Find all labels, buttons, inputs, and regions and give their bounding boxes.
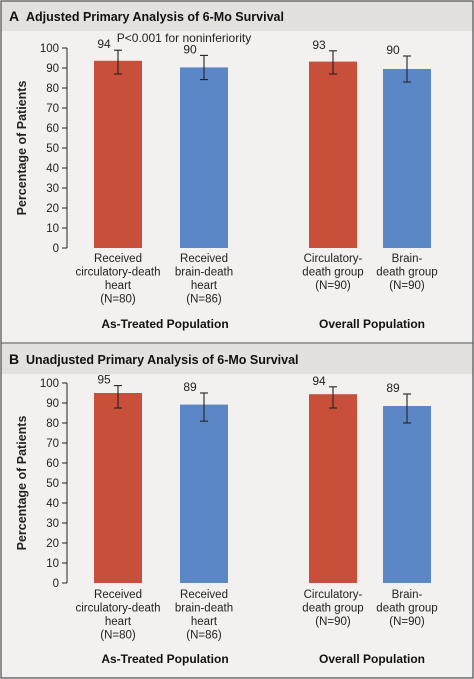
y-tick-label: 30 bbox=[46, 183, 59, 195]
y-axis-label: Percentage of Patients bbox=[15, 416, 29, 551]
y-tick-label: 100 bbox=[40, 43, 59, 55]
x-category-label: circulatory-death bbox=[75, 603, 160, 615]
bar-value-label: 89 bbox=[183, 380, 197, 394]
bar-brain bbox=[180, 404, 228, 583]
y-tick-label: 70 bbox=[46, 103, 59, 115]
panels: A Adjusted Primary Analysis of 6-Mo Survi… bbox=[1, 1, 473, 666]
x-category-label: Received bbox=[94, 253, 142, 265]
x-category-label: Brain- bbox=[392, 253, 423, 265]
y-tick-label: 0 bbox=[53, 243, 59, 255]
x-category-label: Received bbox=[180, 253, 228, 265]
x-category-label: (N=86) bbox=[186, 630, 222, 642]
x-category-label: (N=90) bbox=[389, 280, 425, 292]
x-category-label: brain-death bbox=[175, 267, 233, 279]
x-category-label: heart bbox=[191, 616, 218, 628]
x-category-label: (N=80) bbox=[100, 294, 136, 306]
y-tick-label: 0 bbox=[53, 578, 59, 590]
bar-circulatory bbox=[94, 60, 142, 248]
panel-letter: A bbox=[9, 8, 19, 24]
x-category-label: (N=86) bbox=[186, 294, 222, 306]
bar-value-label: 94 bbox=[97, 37, 111, 51]
panel-title: Unadjusted Primary Analysis of 6-Mo Surv… bbox=[26, 353, 299, 367]
x-category-label: circulatory-death bbox=[75, 267, 160, 279]
x-category-label: Brain- bbox=[392, 589, 423, 601]
y-tick-label: 20 bbox=[46, 203, 59, 215]
y-tick-label: 20 bbox=[46, 538, 59, 550]
bar-circulatory bbox=[94, 393, 142, 583]
bar-value-label: 89 bbox=[386, 381, 400, 395]
x-category-label: (N=90) bbox=[315, 280, 351, 292]
x-category-label: (N=90) bbox=[389, 616, 425, 628]
panel-letter: B bbox=[9, 351, 19, 367]
y-tick-label: 80 bbox=[46, 418, 59, 430]
bar-brain bbox=[180, 67, 228, 249]
y-tick-label: 60 bbox=[46, 458, 59, 470]
bar-circulatory bbox=[309, 61, 357, 248]
bar-value-label: 95 bbox=[97, 373, 111, 387]
y-tick-label: 90 bbox=[46, 63, 59, 75]
panel-header-bar bbox=[1, 344, 473, 374]
y-tick-label: 50 bbox=[46, 143, 59, 155]
x-category-label: death group bbox=[302, 267, 363, 279]
x-group-label: Overall Population bbox=[319, 317, 425, 331]
x-category-label: Circulatory- bbox=[304, 253, 363, 265]
chart-panel-b: B Unadjusted Primary Analysis of 6-Mo Sur… bbox=[1, 344, 473, 666]
x-category-label: death group bbox=[376, 603, 437, 615]
y-tick-label: 70 bbox=[46, 438, 59, 450]
y-tick-label: 10 bbox=[46, 558, 59, 570]
x-category-label: Received bbox=[180, 589, 228, 601]
bar-circulatory bbox=[309, 394, 357, 583]
bar-value-label: 90 bbox=[386, 43, 400, 57]
panel-header-bar bbox=[1, 1, 473, 31]
y-tick-label: 60 bbox=[46, 123, 59, 135]
chart-panel-a: A Adjusted Primary Analysis of 6-Mo Survi… bbox=[1, 1, 473, 344]
x-category-label: Received bbox=[94, 589, 142, 601]
x-category-label: (N=90) bbox=[315, 616, 351, 628]
bar-brain bbox=[383, 69, 431, 248]
x-category-label: Circulatory- bbox=[304, 589, 363, 601]
x-category-label: death group bbox=[376, 267, 437, 279]
y-tick-label: 40 bbox=[46, 163, 59, 175]
x-category-label: heart bbox=[105, 616, 132, 628]
x-group-label: As-Treated Population bbox=[101, 652, 228, 666]
x-category-label: death group bbox=[302, 603, 363, 615]
bar-value-label: 93 bbox=[312, 38, 326, 52]
x-category-label: heart bbox=[191, 280, 218, 292]
panel-title: Adjusted Primary Analysis of 6-Mo Surviv… bbox=[26, 10, 284, 24]
y-tick-label: 90 bbox=[46, 398, 59, 410]
y-tick-label: 40 bbox=[46, 498, 59, 510]
y-tick-label: 100 bbox=[40, 378, 59, 390]
x-category-label: brain-death bbox=[175, 603, 233, 615]
bar-brain bbox=[383, 406, 431, 583]
bar-value-label: 90 bbox=[183, 42, 197, 56]
x-category-label: (N=80) bbox=[100, 630, 136, 642]
y-tick-label: 80 bbox=[46, 83, 59, 95]
bar-value-label: 94 bbox=[312, 374, 326, 388]
significance-annotation: P<0.001 for noninferiority bbox=[117, 31, 251, 45]
y-tick-label: 10 bbox=[46, 223, 59, 235]
x-category-label: heart bbox=[105, 280, 132, 292]
y-axis-label: Percentage of Patients bbox=[15, 81, 29, 216]
y-tick-label: 50 bbox=[46, 478, 59, 490]
x-group-label: As-Treated Population bbox=[101, 317, 228, 331]
x-group-label: Overall Population bbox=[319, 652, 425, 666]
y-tick-label: 30 bbox=[46, 518, 59, 530]
